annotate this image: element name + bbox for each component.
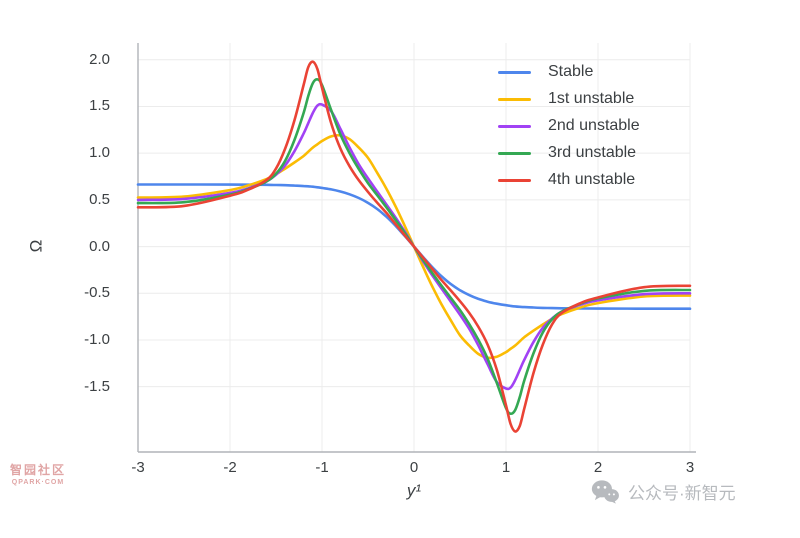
y-tick-label: 0.5 [89, 190, 110, 208]
y-tick-label: 1.5 [89, 97, 110, 115]
y-axis-label: Ω [26, 239, 46, 253]
x-tick-label: 3 [685, 459, 695, 476]
series-line-4th-unstable [136, 60, 692, 433]
legend-item-4th-unstable: 4th unstable [498, 170, 640, 190]
legend-label: 1st unstable [548, 90, 635, 107]
x-tick-label: 2 [593, 459, 603, 476]
legend-item-stable: Stable [498, 62, 640, 82]
y-tick-label: 2.0 [89, 50, 110, 68]
legend-item-2nd-unstable: 2nd unstable [498, 116, 640, 136]
legend-swatch [498, 178, 531, 182]
x-tick-label: 1 [501, 459, 511, 476]
legend-label: 2nd unstable [548, 117, 640, 134]
watermark-right: 公众号·新智元 [591, 479, 736, 504]
watermark-left-text-en: QPARK·COM [11, 479, 65, 486]
x-tick-label: -2 [223, 459, 237, 476]
legend: Stable 1st unstable 2nd unstable 3rd unstab… [498, 62, 640, 190]
x-tick-label: -1 [315, 459, 329, 476]
legend-swatch [498, 124, 531, 128]
y-tick-label: -0.5 [84, 284, 110, 302]
legend-swatch [498, 70, 531, 74]
y-tick-label: 1.0 [89, 144, 110, 162]
y-tick-label: 0.0 [89, 237, 110, 255]
x-axis-label: y¹ [406, 481, 422, 500]
wechat-icon [591, 479, 619, 504]
y-tick-label: -1.0 [84, 330, 110, 348]
legend-swatch [498, 151, 531, 155]
legend-item-1st-unstable: 1st unstable [498, 89, 640, 109]
x-tick-label: -3 [131, 459, 145, 476]
y-tick-label: -1.5 [84, 377, 110, 395]
legend-label: 4th unstable [548, 171, 636, 188]
watermark-left-text-cn: 智园社区 [9, 463, 66, 477]
watermark-right-text: 公众号·新智元 [628, 484, 736, 503]
legend-item-3rd-unstable: 3rd unstable [498, 143, 640, 163]
legend-label: Stable [548, 63, 594, 80]
x-tick-label: 0 [409, 459, 419, 476]
legend-label: 3rd unstable [548, 144, 637, 161]
legend-swatch [498, 97, 531, 101]
watermark-left: 智园社区 QPARK·COM [7, 461, 69, 486]
